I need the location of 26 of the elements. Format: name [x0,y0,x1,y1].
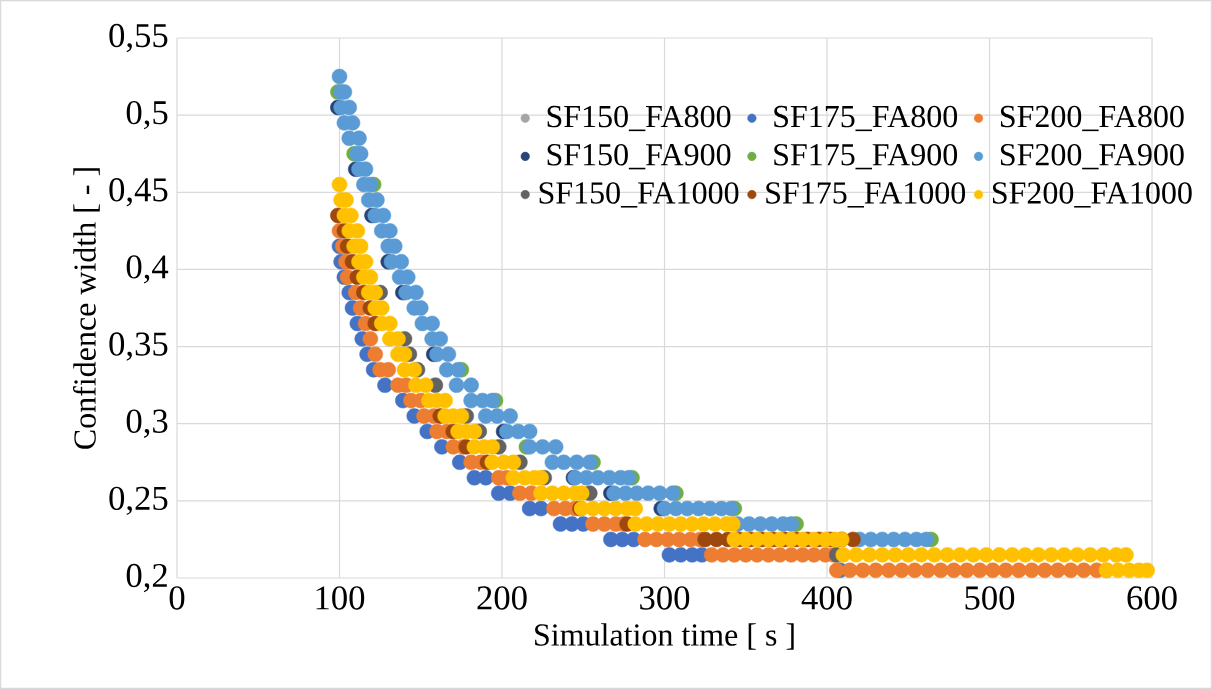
y-tick-label: 0,45 [109,178,168,207]
x-tick-label: 600 [1127,586,1177,610]
x-tick-label: 100 [316,586,365,610]
legend-label: SF150_FA800 [547,105,731,132]
legend-label: SF200_FA800 [1000,105,1184,132]
x-tick-label: 0 [169,586,185,610]
legend-label: SF175_FA1000 [766,182,966,208]
y-tick-label: 0,3 [126,409,168,438]
x-tick-label: 400 [801,586,852,610]
legend-label: SF200_FA900 [1000,143,1184,170]
y-tick-label: 0,2 [126,563,167,593]
legend-label: SF200_FA1000 [992,182,1192,208]
y-tick-label: 0,5 [126,100,168,130]
legend-label: SF175_FA800 [774,105,958,132]
legend-label: SF175_FA900 [774,143,958,170]
x-tick-label: 500 [965,586,1015,610]
legend-label: SF150_FA900 [547,143,731,170]
x-tick-label: 300 [640,586,690,610]
y-tick-label: 0,4 [126,255,169,284]
y-tick-label: 0,25 [109,486,168,516]
y-tick-label: 0,55 [109,23,168,53]
x-axis-title: Simulation time [ s ] [535,623,794,650]
y-axis-title: Confidence width [ - ] [73,168,100,449]
legend-label: SF150_FA1000 [539,182,739,208]
x-tick-label: 200 [477,586,527,610]
y-tick-label: 0,35 [109,332,168,361]
